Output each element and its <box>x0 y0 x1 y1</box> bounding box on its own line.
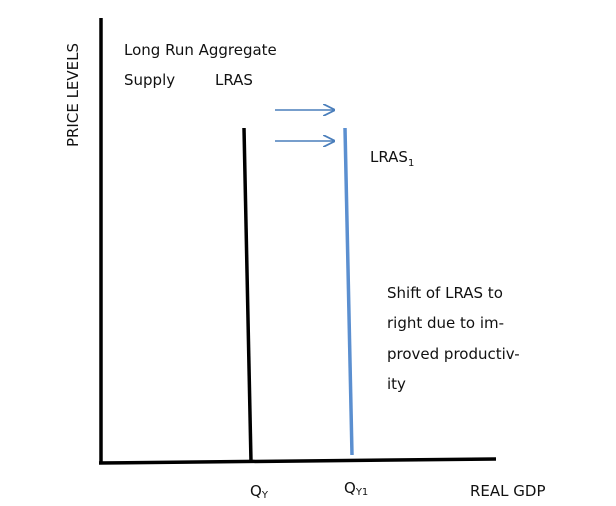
curve-label: LRAS1 <box>370 148 414 169</box>
label-subscript: Y <box>261 490 269 501</box>
x-axis-label: REAL GDP <box>470 482 546 500</box>
annotation: proved productiv- <box>387 345 520 363</box>
x-label: QY1 <box>344 479 368 498</box>
heading: Supply <box>124 71 175 89</box>
lras-line <box>242 127 253 463</box>
heading: Long Run Aggregate <box>124 41 277 59</box>
y-axis-label: PRICE LEVELS <box>64 43 82 147</box>
label-text: Q <box>344 479 356 497</box>
annotation: right due to im- <box>387 314 504 332</box>
lras1-line <box>343 127 354 456</box>
label-subscript: 1 <box>408 158 414 169</box>
x-axis <box>98 457 497 465</box>
label-text: Q <box>250 482 262 500</box>
annotation: Shift of LRAS to <box>387 284 503 302</box>
label-subscript: Y1 <box>355 487 368 498</box>
x-label: QY <box>250 482 269 501</box>
annotation: ity <box>387 375 406 393</box>
curve-label: LRAS <box>215 71 253 89</box>
label-text: LRAS <box>370 148 408 166</box>
